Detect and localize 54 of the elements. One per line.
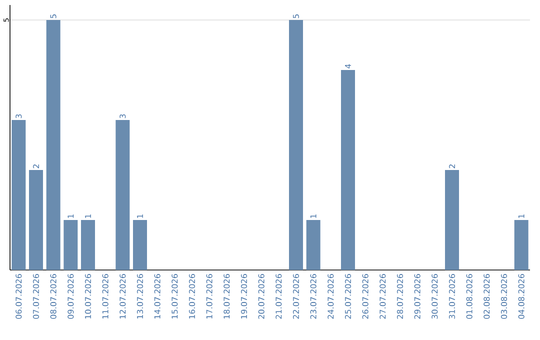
x-tick-label: 28.07.2026 — [396, 274, 404, 319]
x-tick-label: 24.07.2026 — [328, 274, 334, 319]
x-tick-label: 13.07.2026 — [136, 274, 144, 318]
bar — [12, 120, 26, 270]
bar — [29, 170, 43, 270]
data-label: 1 — [137, 214, 143, 218]
bar — [341, 70, 356, 270]
x-tick-label: 02.08.2026 — [484, 274, 490, 319]
x-tick-label: 27.07.2026 — [380, 274, 386, 319]
data-label: 3 — [16, 114, 22, 118]
x-tick-label: 16.07.2026 — [188, 274, 196, 318]
x-tick-label: 03.08.2026 — [500, 274, 508, 319]
x-tick-label: 30.07.2026 — [432, 274, 438, 319]
x-tick-label: 22.07.2026 — [292, 274, 300, 319]
x-tick-label: 12.07.2026 — [120, 274, 126, 318]
data-label: 2 — [449, 164, 455, 168]
x-tick-label: 07.07.2026 — [32, 274, 40, 319]
x-tick-label: 11.07.2026 — [102, 274, 108, 318]
x-tick-label: 29.07.2026 — [414, 274, 420, 319]
bar — [133, 220, 147, 270]
x-tick-label: 26.07.2026 — [362, 274, 368, 319]
x-tick-label: 06.07.2026 — [16, 274, 22, 319]
x-tick-label: 20.07.2026 — [258, 274, 264, 319]
x-tick-label: 25.07.2026 — [344, 274, 352, 319]
x-tick-label: 17.07.2026 — [206, 274, 212, 318]
x-tick-label: 14.07.2026 — [154, 274, 160, 318]
bar — [116, 120, 130, 270]
data-label: 1 — [85, 214, 91, 218]
bar — [289, 20, 304, 270]
data-label: 1 — [518, 214, 524, 218]
x-tick-label: 10.07.2026 — [84, 274, 92, 318]
x-tick-label: 31.07.2026 — [448, 274, 456, 319]
bar — [64, 220, 78, 270]
bar — [46, 20, 60, 270]
data-label: 1 — [68, 214, 74, 218]
data-label: 3 — [120, 114, 126, 118]
x-tick-label: 01.08.2026 — [466, 274, 472, 319]
data-label: 1 — [310, 214, 316, 218]
x-tick-label: 21.07.2026 — [276, 274, 282, 319]
x-tick-label: 04.08.2026 — [518, 274, 524, 319]
data-label: 5 — [293, 14, 299, 18]
bar — [445, 170, 460, 270]
x-tick-label: 18.07.2026 — [224, 274, 230, 318]
data-label: 5 — [50, 14, 56, 18]
bar — [306, 220, 320, 270]
data-label: 4 — [345, 64, 351, 68]
x-tick-label: 15.07.2026 — [172, 274, 178, 318]
x-tick-label: 19.07.2026 — [240, 274, 248, 318]
data-label: 2 — [33, 164, 39, 168]
x-tick-label: 08.07.2026 — [50, 274, 56, 319]
bar — [514, 220, 528, 270]
x-tick-label: 23.07.2026 — [310, 274, 316, 319]
x-tick-label: 09.07.2026 — [68, 274, 74, 319]
bar — [81, 220, 95, 270]
